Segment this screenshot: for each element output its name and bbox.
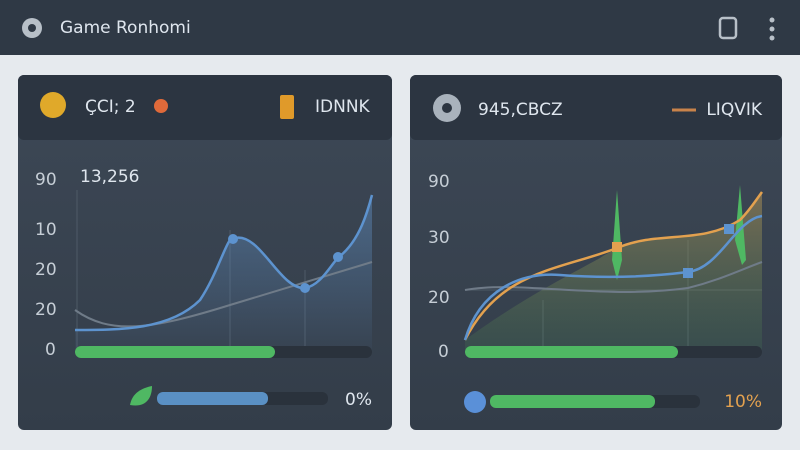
progress-fill bbox=[157, 392, 268, 405]
header-title: Game Ronhomi bbox=[60, 18, 191, 38]
chart-area bbox=[465, 192, 762, 350]
leaf-icon bbox=[130, 386, 152, 406]
axis-label: 90 bbox=[35, 170, 57, 190]
chart-line bbox=[463, 191, 764, 341]
axis-label: 10 bbox=[35, 220, 57, 240]
panel-value: 13,256 bbox=[80, 167, 139, 187]
axis-label: 20 bbox=[428, 288, 450, 308]
orb-icon bbox=[464, 391, 486, 413]
axis-label: 0 bbox=[438, 342, 449, 362]
axis-label: 20 bbox=[35, 300, 57, 320]
axis-label: 90 bbox=[428, 172, 450, 192]
device-icon[interactable] bbox=[718, 16, 738, 40]
chart-points bbox=[612, 224, 734, 278]
axis-label: 0 bbox=[45, 340, 56, 360]
progress-fill bbox=[75, 346, 275, 358]
panel-badge: IDNNK bbox=[315, 97, 371, 117]
coin-icon bbox=[40, 92, 66, 118]
progress-fill bbox=[465, 346, 678, 358]
panel-title: ÇCI; 2 bbox=[85, 97, 136, 117]
chart-line bbox=[74, 261, 373, 328]
chart-points bbox=[228, 234, 343, 293]
header-bar bbox=[0, 0, 800, 55]
panel-title: 945,CBCZ bbox=[478, 100, 563, 120]
settings-icon[interactable] bbox=[22, 18, 42, 38]
panel: ÇCI; 2 IDNNK 13,256 90 10 20 20 0 0% bbox=[18, 75, 392, 430]
progress-label: 0% bbox=[345, 390, 372, 410]
panel-badge: LIQVIK bbox=[706, 100, 763, 120]
progress-label: 10% bbox=[724, 392, 762, 412]
status-dot bbox=[154, 99, 168, 113]
axis-label: 20 bbox=[35, 260, 57, 280]
menu-icon[interactable] bbox=[769, 17, 775, 41]
badge-icon bbox=[280, 95, 294, 119]
chart-line bbox=[464, 261, 763, 293]
chart-area bbox=[75, 195, 372, 350]
progress-fill bbox=[490, 395, 655, 408]
gear-icon bbox=[433, 94, 461, 122]
panel: 945,CBCZ LIQVIK 90 30 20 0 10% bbox=[410, 75, 782, 430]
chart-line bbox=[463, 214, 763, 341]
axis-label: 30 bbox=[428, 228, 450, 248]
